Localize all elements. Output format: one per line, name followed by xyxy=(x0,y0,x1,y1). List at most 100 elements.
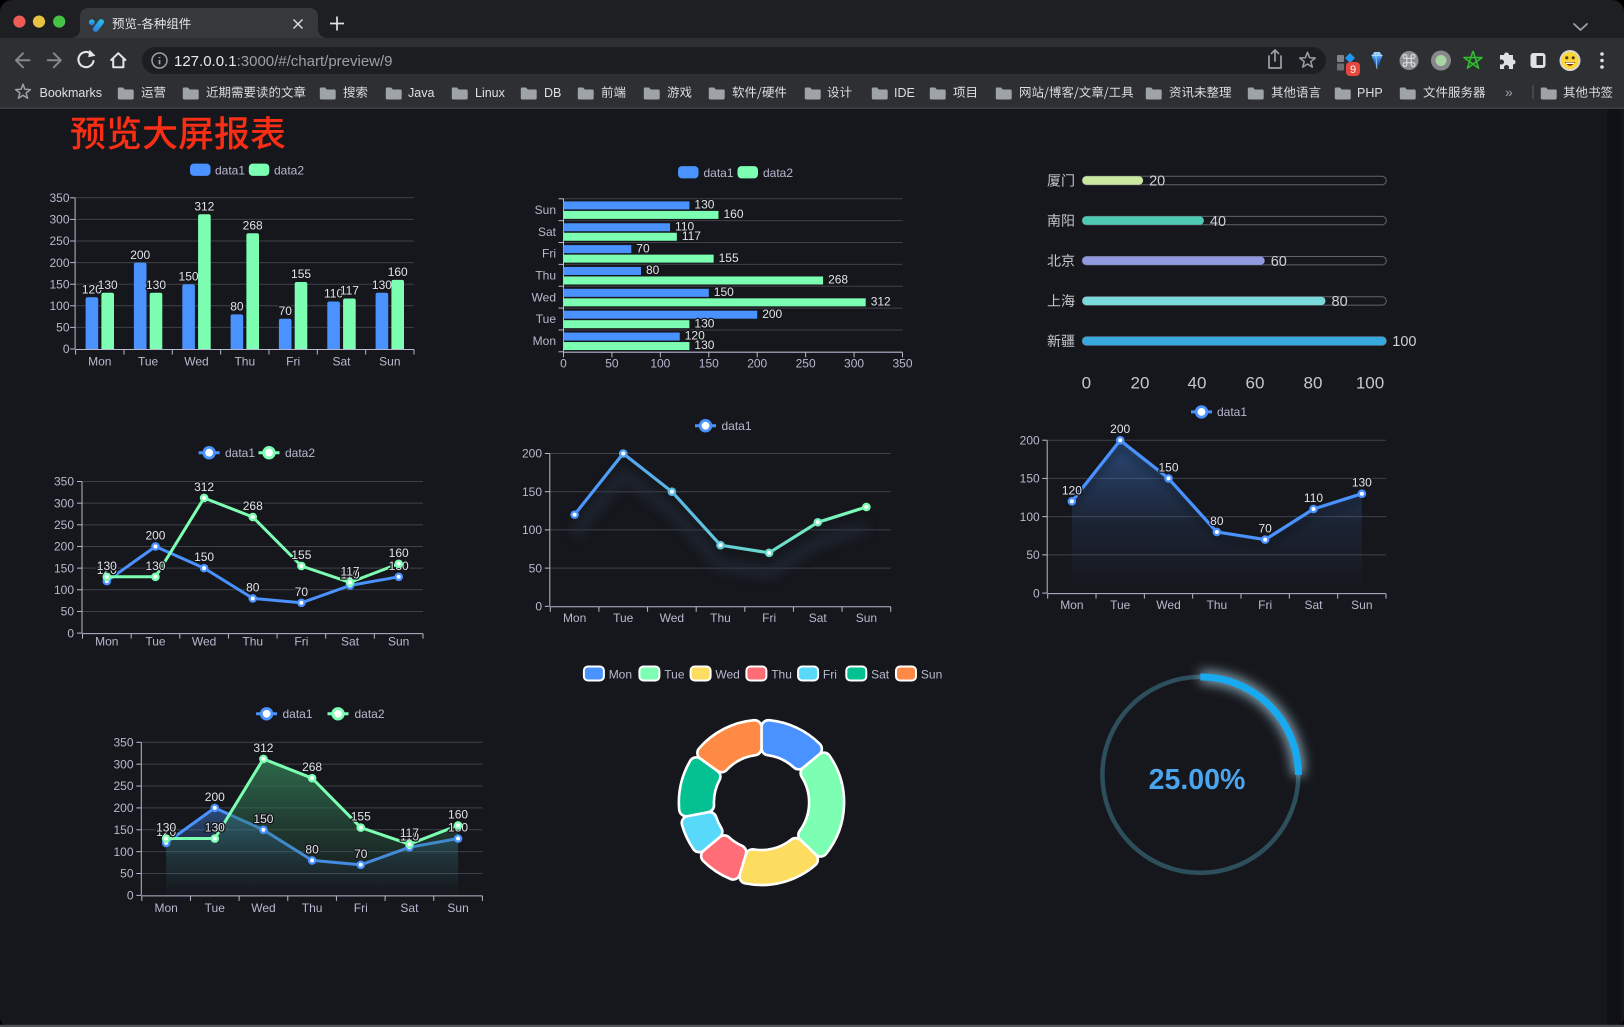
svg-text:DB: DB xyxy=(544,86,561,100)
svg-text:Thu: Thu xyxy=(234,354,255,368)
svg-text:Tue: Tue xyxy=(205,901,226,915)
svg-text:350: 350 xyxy=(113,736,133,750)
svg-text:Sun: Sun xyxy=(379,354,400,368)
svg-text:Mon: Mon xyxy=(154,901,177,915)
svg-text:20: 20 xyxy=(1149,174,1165,190)
svg-text:20: 20 xyxy=(1131,374,1150,393)
svg-text:0: 0 xyxy=(1082,374,1091,393)
svg-text:120: 120 xyxy=(97,563,117,577)
svg-text:312: 312 xyxy=(253,741,273,755)
svg-text:data1: data1 xyxy=(283,707,313,721)
svg-text:80: 80 xyxy=(305,842,319,856)
svg-text:100: 100 xyxy=(1392,334,1416,350)
svg-text:312: 312 xyxy=(194,480,214,494)
svg-text:155: 155 xyxy=(351,810,371,824)
svg-text:150: 150 xyxy=(194,550,214,564)
svg-text:200: 200 xyxy=(205,790,225,804)
svg-text:150: 150 xyxy=(714,285,734,299)
svg-text:80: 80 xyxy=(646,263,660,277)
svg-text:155: 155 xyxy=(291,548,311,562)
svg-text:Fri: Fri xyxy=(354,901,368,915)
svg-text:130: 130 xyxy=(97,559,117,573)
svg-text:Sun: Sun xyxy=(388,634,409,648)
svg-text:Sat: Sat xyxy=(332,354,351,368)
svg-text:110: 110 xyxy=(400,829,419,843)
svg-text:100: 100 xyxy=(54,583,74,597)
svg-text:250: 250 xyxy=(796,356,816,370)
svg-text:160: 160 xyxy=(389,546,409,560)
svg-text:117: 117 xyxy=(682,229,701,243)
svg-text:Tue: Tue xyxy=(145,634,166,648)
svg-text:Tue: Tue xyxy=(536,312,557,326)
svg-text:130: 130 xyxy=(694,198,714,212)
svg-text:Thu: Thu xyxy=(1207,598,1228,612)
svg-text:Sun: Sun xyxy=(447,901,468,915)
svg-text:268: 268 xyxy=(243,499,263,513)
svg-text:268: 268 xyxy=(243,218,263,232)
svg-text:160: 160 xyxy=(388,265,408,279)
svg-text:250: 250 xyxy=(49,234,69,248)
svg-text:300: 300 xyxy=(54,496,74,510)
svg-text:250: 250 xyxy=(54,518,74,532)
svg-text:data1: data1 xyxy=(225,446,255,460)
svg-text:150: 150 xyxy=(253,812,273,826)
svg-text:Mon: Mon xyxy=(533,334,556,348)
svg-text:80: 80 xyxy=(1210,514,1224,528)
svg-text:120: 120 xyxy=(685,329,705,343)
svg-text:Tue: Tue xyxy=(664,667,685,681)
svg-text:Fri: Fri xyxy=(1258,598,1272,612)
svg-text:100: 100 xyxy=(1356,374,1384,393)
svg-text:Wed: Wed xyxy=(660,611,684,625)
svg-text::3000/#/chart/preview/9: :3000/#/chart/preview/9 xyxy=(237,53,393,70)
svg-text:150: 150 xyxy=(179,269,199,283)
svg-text:312: 312 xyxy=(194,199,214,213)
svg-text:Fri: Fri xyxy=(823,667,837,681)
svg-text:0: 0 xyxy=(67,626,74,640)
svg-text:127.0.0.1: 127.0.0.1 xyxy=(174,53,237,70)
svg-text:70: 70 xyxy=(295,585,309,599)
svg-text:200: 200 xyxy=(1110,422,1130,436)
svg-text:100: 100 xyxy=(49,299,69,313)
svg-text:130: 130 xyxy=(372,278,392,292)
svg-text:Sun: Sun xyxy=(1351,598,1372,612)
svg-text:150: 150 xyxy=(1159,460,1179,474)
svg-text:Mon: Mon xyxy=(563,611,586,625)
svg-text:70: 70 xyxy=(636,241,650,255)
svg-text:Sun: Sun xyxy=(856,611,877,625)
svg-text:IDE: IDE xyxy=(894,86,915,100)
svg-text:data1: data1 xyxy=(722,419,752,433)
svg-text:Mon: Mon xyxy=(609,667,632,681)
svg-text:100: 100 xyxy=(650,356,670,370)
svg-text:120: 120 xyxy=(156,825,176,839)
svg-text:50: 50 xyxy=(61,605,75,619)
svg-text:Wed: Wed xyxy=(251,901,275,915)
svg-text:50: 50 xyxy=(120,867,134,881)
svg-text:160: 160 xyxy=(448,807,468,821)
svg-text:117: 117 xyxy=(400,826,419,840)
svg-text:0: 0 xyxy=(535,600,542,614)
svg-text:350: 350 xyxy=(54,475,74,489)
svg-text:Fri: Fri xyxy=(286,354,300,368)
svg-text:350: 350 xyxy=(892,356,912,370)
svg-text:Thu: Thu xyxy=(771,667,792,681)
svg-text:Tue: Tue xyxy=(138,354,159,368)
svg-text:150: 150 xyxy=(49,277,69,291)
svg-text:100: 100 xyxy=(522,523,542,537)
svg-text:200: 200 xyxy=(130,248,150,262)
svg-text:data1: data1 xyxy=(215,163,245,177)
svg-text:0: 0 xyxy=(560,356,567,370)
svg-text:150: 150 xyxy=(1020,472,1040,486)
svg-text:160: 160 xyxy=(723,207,743,221)
svg-text:150: 150 xyxy=(54,561,74,575)
svg-text:data2: data2 xyxy=(274,163,304,177)
svg-text:155: 155 xyxy=(719,251,739,265)
svg-text:60: 60 xyxy=(1271,254,1287,270)
svg-text:150: 150 xyxy=(113,823,133,837)
svg-text:Mon: Mon xyxy=(88,354,111,368)
svg-text:70: 70 xyxy=(354,847,368,861)
svg-text:Sat: Sat xyxy=(538,225,557,239)
svg-text:Wed: Wed xyxy=(715,667,739,681)
svg-text:200: 200 xyxy=(54,540,74,554)
svg-text:300: 300 xyxy=(113,757,133,771)
svg-text:312: 312 xyxy=(871,295,891,309)
